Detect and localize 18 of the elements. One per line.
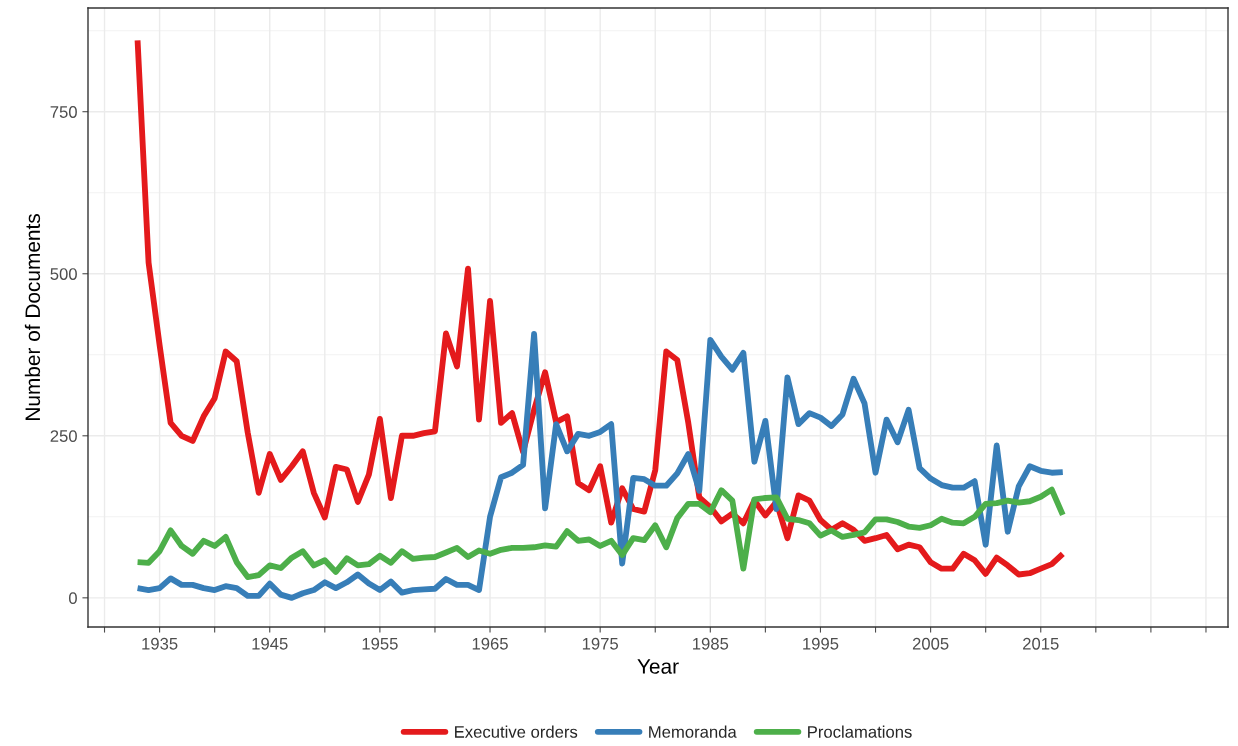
x-tick-label: 1955 xyxy=(362,637,398,650)
x-axis-title: Year xyxy=(637,659,679,674)
y-tick-label: 500 xyxy=(50,268,77,280)
x-tick-label: 1995 xyxy=(803,637,839,650)
x-tick-label: 1975 xyxy=(582,637,619,650)
legend-label: Proclamations xyxy=(808,725,912,738)
legend-label: Executive orders xyxy=(455,725,578,738)
y-tick-label: 750 xyxy=(50,106,77,118)
x-tick-label: 2015 xyxy=(1023,637,1059,650)
x-tick-label: 1985 xyxy=(693,637,729,650)
legend-label: Memoranda xyxy=(649,725,737,738)
y-tick-label: 0 xyxy=(68,592,77,605)
x-tick-label: 1965 xyxy=(472,637,508,650)
y-tick-label: 250 xyxy=(50,430,77,442)
x-tick-label: 1935 xyxy=(142,637,178,650)
y-axis-title: Number of Documents xyxy=(24,214,41,420)
x-tick-label: 1945 xyxy=(252,637,288,650)
x-tick-label: 2005 xyxy=(912,637,949,650)
